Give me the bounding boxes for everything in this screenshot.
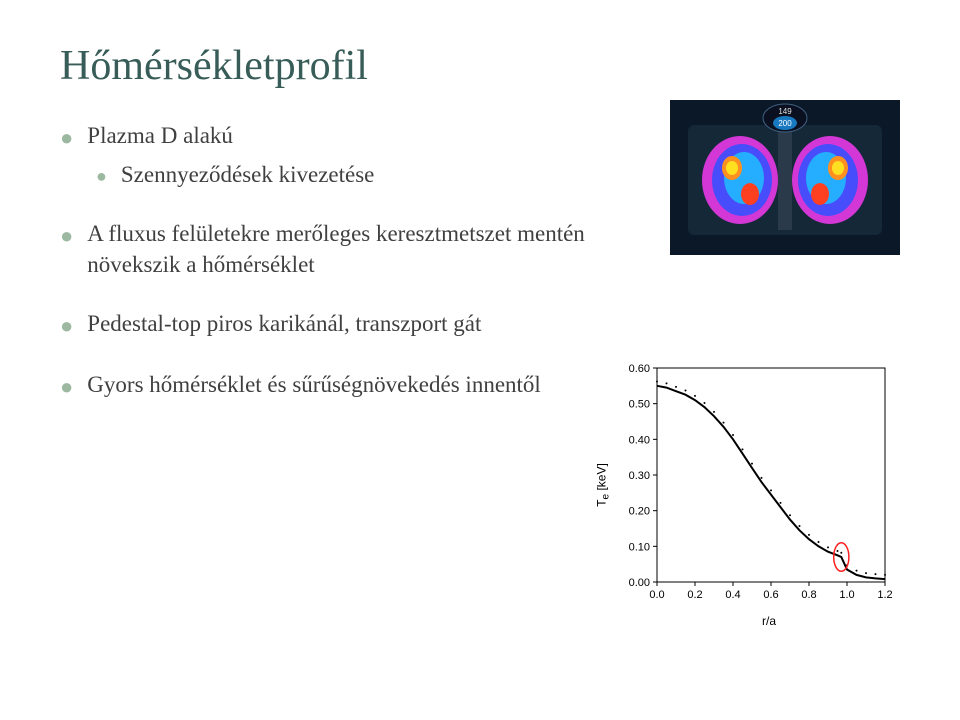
svg-text:0.10: 0.10 [629,541,650,553]
bullet-text: Plazma D alakú [87,120,620,151]
bullet-text: Szennyeződések kivezetése [121,159,620,190]
bullet-item: ● Pedestal-top piros karikánál, transzpo… [60,308,620,341]
svg-text:0.20: 0.20 [629,506,650,518]
svg-text:0.4: 0.4 [725,589,740,601]
bullet-item: ● A fluxus felületekre merőleges kereszt… [60,218,620,280]
bullet-item: ● Gyors hőmérséklet és sűrűségnövekedés … [60,369,620,402]
svg-text:0.00: 0.00 [629,577,650,589]
bullet-icon: ● [60,123,73,153]
bullet-item: ● Szennyeződések kivezetése [96,159,620,190]
x-axis-label: r/a [762,614,776,628]
counter-value2: 200 [778,119,792,128]
bullet-text: Gyors hőmérséklet és sűrűségnövekedés in… [87,369,620,400]
counter-value: 149 [778,107,792,116]
tokamak-svg: 149 200 [670,100,900,255]
tokamak-image: 149 200 [670,100,900,255]
bullet-icon: ● [60,221,73,251]
bullet-icon: ● [60,372,73,402]
bullet-icon: ● [96,164,107,188]
svg-text:0.2: 0.2 [687,589,702,601]
y-axis-label: Te [keV] [594,463,611,507]
bullet-text: A fluxus felületekre merőleges keresztme… [87,218,620,280]
bullet-icon: ● [60,311,73,341]
svg-text:0.30: 0.30 [629,470,650,482]
svg-text:0.60: 0.60 [629,363,650,375]
svg-text:1.0: 1.0 [839,589,854,601]
svg-text:0.6: 0.6 [763,589,778,601]
svg-text:0.50: 0.50 [629,399,650,411]
svg-text:1.2: 1.2 [877,589,892,601]
svg-text:0.40: 0.40 [629,434,650,446]
svg-text:0.8: 0.8 [801,589,816,601]
slide-title: Hőmérsékletprofil [60,42,368,90]
bullet-item: ● Plazma D alakú [60,120,620,153]
bullet-list: ● Plazma D alakú ● Szennyeződések kiveze… [60,120,620,407]
chart-svg: 0.00 0.10 0.20 0.30 0.40 0.50 0.60 0.0 0.2 0.4 0.6… [615,360,895,610]
counter-badge: 149 200 [763,104,807,132]
svg-text:0.0: 0.0 [649,589,664,601]
bullet-text: Pedestal-top piros karikánál, transzport… [87,308,620,339]
temperature-chart: 0.00 0.10 0.20 0.30 0.40 0.50 0.60 0.0 0.2 0.4 0.6… [615,360,895,610]
